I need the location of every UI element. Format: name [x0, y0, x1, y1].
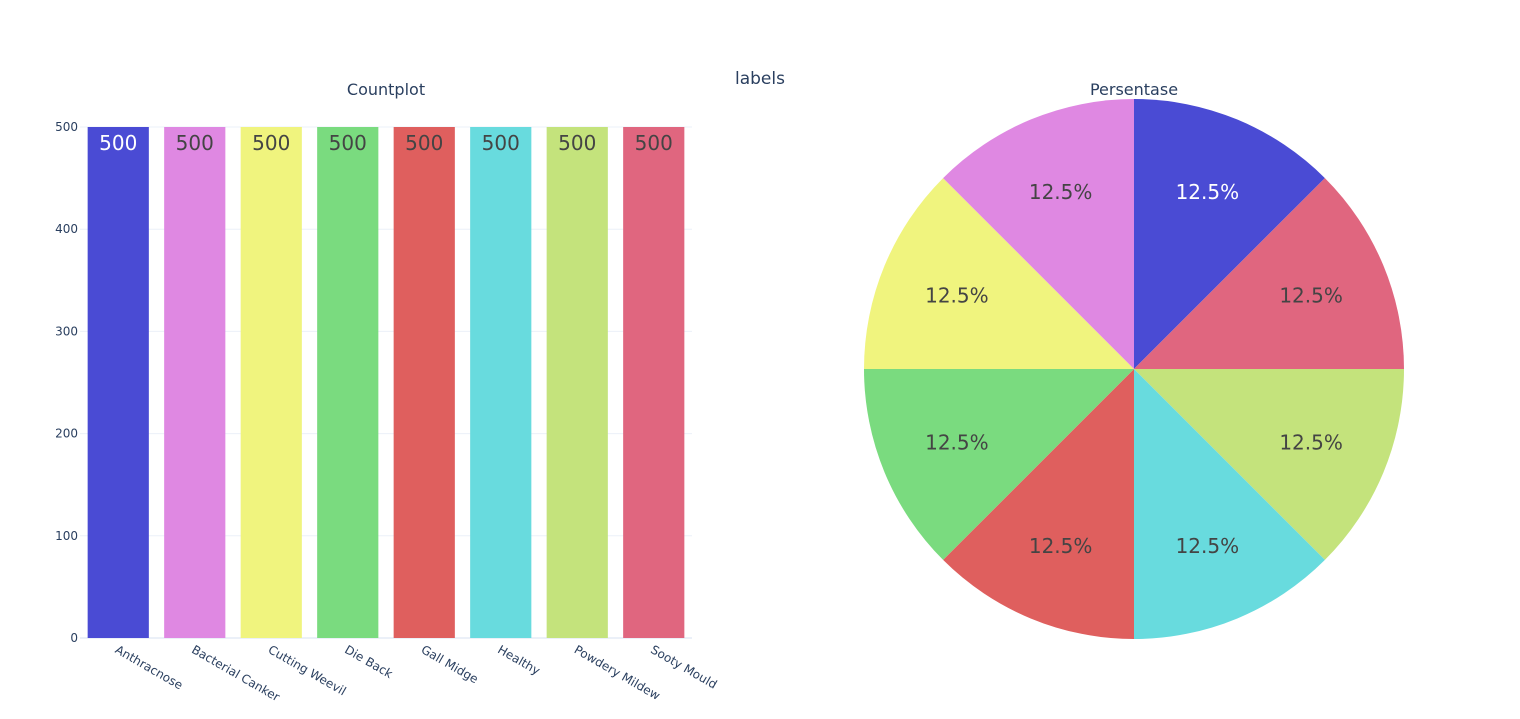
pie-slice-label: 12.5% — [1029, 534, 1093, 558]
pie-slice-label: 12.5% — [1029, 180, 1093, 204]
bar-value-label: 500 — [329, 131, 367, 155]
y-tick-label: 400 — [55, 222, 78, 236]
pie-slice-label: 12.5% — [925, 284, 989, 308]
pie-labels: 12.5% 12.5% 12.5% 12.5% 12.5% 12.5% 12.5% 12.5% — [925, 180, 1343, 558]
bar — [87, 127, 149, 638]
bar — [317, 127, 379, 638]
bar-y-axis: 0 100 200 300 400 500 — [55, 120, 78, 645]
pie-chart-title: Persentase — [1090, 80, 1178, 99]
pie-slice-label: 12.5% — [1279, 284, 1343, 308]
y-tick-label: 300 — [55, 324, 78, 338]
bar — [164, 127, 226, 638]
bar-value-label: 500 — [482, 131, 520, 155]
pie-slice-label: 12.5% — [1176, 534, 1240, 558]
pie-slice — [943, 369, 1134, 639]
pie-slices — [864, 99, 1404, 639]
bar-value-label: 500 — [558, 131, 596, 155]
bar — [393, 127, 455, 638]
pie-slice-label: 12.5% — [1279, 430, 1343, 454]
pie-slice — [1134, 369, 1325, 639]
bar — [623, 127, 685, 638]
pie-slice — [864, 178, 1134, 369]
x-tick-label: Gall Midge — [419, 642, 481, 686]
pie-slice — [1134, 178, 1404, 369]
y-tick-label: 500 — [55, 120, 78, 134]
pie-slice-label: 12.5% — [1176, 180, 1240, 204]
x-tick-label: Healthy — [495, 642, 542, 677]
bar-value-label: 500 — [405, 131, 443, 155]
x-tick-label: Die Back — [342, 642, 395, 681]
pie-slice — [1134, 99, 1325, 369]
bar — [546, 127, 608, 638]
bar-value-label: 500 — [635, 131, 673, 155]
figure-title: labels — [735, 69, 785, 89]
bar-chart-title: Countplot — [347, 80, 425, 99]
y-tick-label: 100 — [55, 529, 78, 543]
bar-value-label: 500 — [176, 131, 214, 155]
pie-slice-label: 12.5% — [925, 430, 989, 454]
bar — [470, 127, 532, 638]
pie-slice — [864, 369, 1134, 560]
bar-value-labels: 500 500 500 500 500 500 500 500 — [99, 131, 673, 155]
bar-series — [87, 127, 685, 638]
bar — [240, 127, 302, 638]
y-tick-label: 200 — [55, 427, 78, 441]
x-tick-label: Sooty Mould — [648, 642, 719, 691]
pie-slice — [943, 99, 1134, 369]
pie-slice — [1134, 369, 1404, 560]
bar-value-label: 500 — [252, 131, 290, 155]
bar-value-label: 500 — [99, 131, 137, 155]
y-tick-label: 0 — [70, 631, 78, 645]
x-tick-label: Anthracnose — [113, 642, 185, 692]
